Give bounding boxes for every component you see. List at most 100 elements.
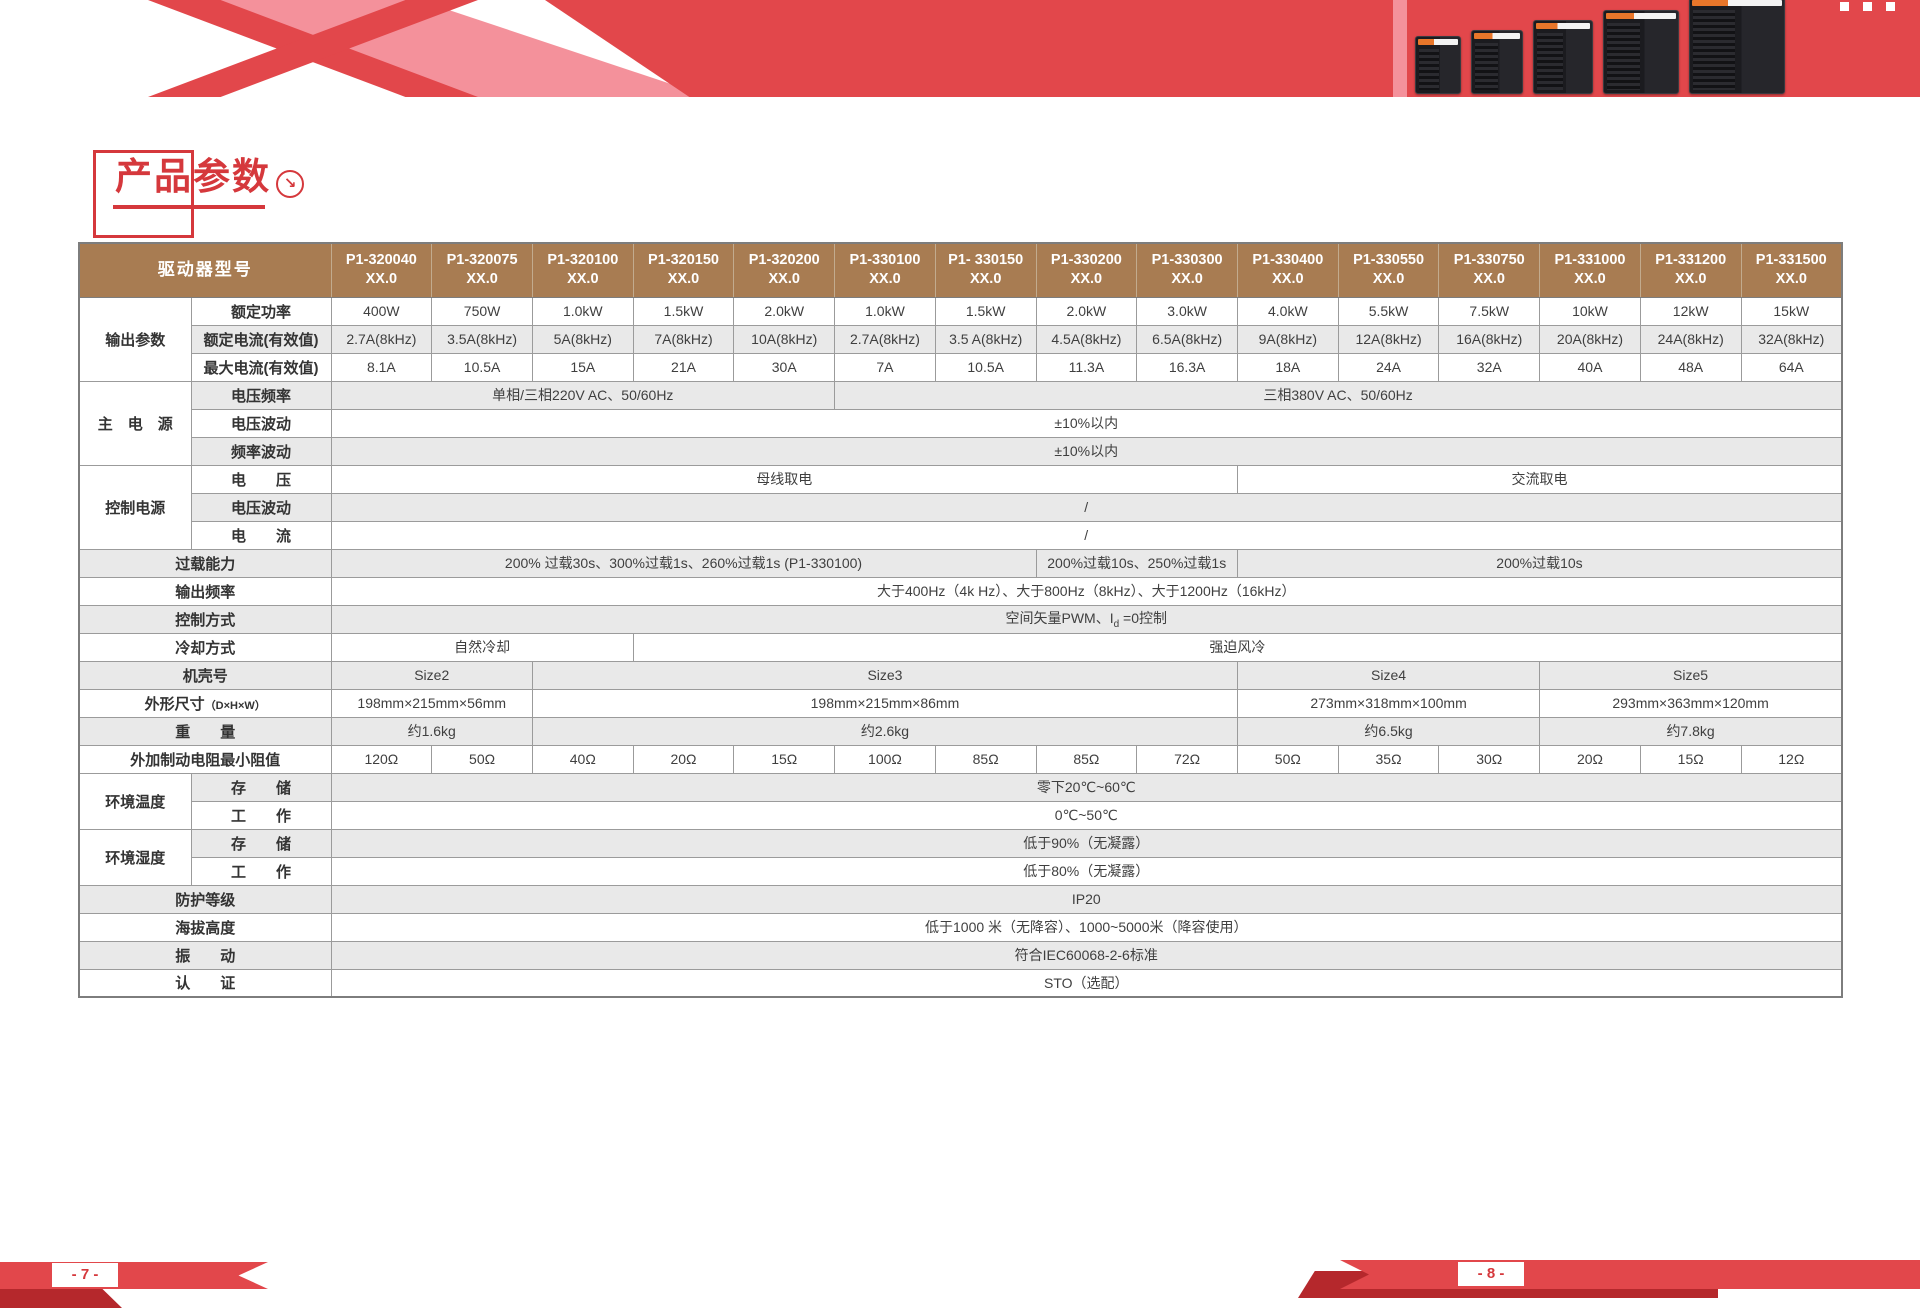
- row-label-cell: 海拔高度: [78, 912, 332, 942]
- model-name: P1-320075: [446, 251, 518, 268]
- data-cell: 2.7A(8kHz): [834, 324, 936, 354]
- data-cell: 3.5A(8kHz): [431, 324, 533, 354]
- data-cell: 4.5A(8kHz): [1035, 324, 1138, 354]
- data-cell: 母线取电: [330, 464, 1238, 494]
- data-cell: 1.0kW: [531, 296, 634, 326]
- model-header: P1-331200 XX.0: [1639, 242, 1742, 298]
- data-cell: 50Ω: [431, 744, 533, 774]
- group-label-cell: 输出参数: [78, 296, 192, 382]
- data-cell: 低于80%（无凝露）: [330, 856, 1843, 886]
- table-row: 主 电 源电压频率 单相/三相220V AC、50/60Hz 三相380V AC、5…: [78, 380, 1843, 466]
- page-title: 产品参数: [115, 156, 271, 197]
- data-cell: 30A: [733, 352, 836, 382]
- data-cell: 200%过载10s: [1236, 548, 1843, 578]
- data-cell: 自然冷却: [330, 632, 634, 662]
- table-row: 频率波动 ±10%以内: [79, 436, 1843, 466]
- model-header: P1-331000 XX.0: [1539, 242, 1641, 298]
- model-suffix: XX.0: [1674, 271, 1707, 288]
- model-header: P1-330300 XX.0: [1136, 242, 1238, 298]
- data-cell: 4.0kW: [1236, 296, 1339, 326]
- banner-pink-stripe: [1393, 0, 1407, 97]
- data-cell: 三相380V AC、50/60Hz: [834, 380, 1843, 410]
- data-cell: 16.3A: [1136, 352, 1238, 382]
- model-name: P1-330750: [1453, 251, 1525, 268]
- data-cell: 1.5kW: [632, 296, 735, 326]
- data-cell: ±10%以内: [330, 408, 1843, 438]
- data-cell: 8.1A: [330, 352, 433, 382]
- data-cell: 48A: [1639, 352, 1742, 382]
- model-suffix: XX.0: [1070, 271, 1103, 288]
- model-suffix: XX.0: [365, 271, 398, 288]
- data-cell: 198mm×215mm×86mm: [531, 688, 1238, 718]
- model-suffix: XX.0: [1473, 271, 1505, 288]
- model-header: P1-330100 XX.0: [834, 242, 936, 298]
- data-cell: 32A: [1438, 352, 1541, 382]
- footer-right-ribbon: [1340, 1260, 1920, 1289]
- data-cell: 10.5A: [934, 352, 1037, 382]
- model-header: P1-320075 XX.0: [431, 242, 533, 298]
- row-label-cell: 重 量: [78, 716, 332, 746]
- data-cell: 72Ω: [1136, 744, 1238, 774]
- data-cell: 32A(8kHz): [1740, 324, 1843, 354]
- title-frame: [93, 150, 194, 238]
- data-cell: 20Ω: [1539, 744, 1641, 774]
- model-name: P1-330400: [1252, 251, 1324, 268]
- servo-drive-photo: [1603, 10, 1679, 94]
- model-suffix: XX.0: [567, 271, 599, 288]
- data-cell: Size5: [1539, 660, 1843, 690]
- group-label-cell: 主 电 源: [78, 380, 192, 466]
- group-label-cell: 环境温度: [78, 772, 192, 830]
- product-photos: [1415, 0, 1835, 97]
- data-cell: 5A(8kHz): [531, 324, 634, 354]
- data-cell: 3.0kW: [1136, 296, 1238, 326]
- data-cell: 24A(8kHz): [1639, 324, 1742, 354]
- table-row: 冷却方式 自然冷却 强迫风冷: [78, 632, 1843, 662]
- table-row: 过载能力 200% 过载30s、300%过载1s、260%过载1s (P1-330…: [78, 548, 1843, 578]
- print-marks: [1840, 2, 1895, 11]
- data-cell: 24A: [1337, 352, 1440, 382]
- model-suffix: XX.0: [1171, 271, 1203, 288]
- data-cell: 15Ω: [733, 744, 836, 774]
- data-cell: 16A(8kHz): [1438, 324, 1541, 354]
- servo-drive-photo: [1471, 30, 1523, 94]
- servo-drive-photo: [1415, 36, 1461, 94]
- data-cell: 20Ω: [632, 744, 735, 774]
- table-row: 额定电流(有效值) 2.7A(8kHz) 3.5A(8kHz) 5A(8kHz) 7A(…: [79, 324, 1843, 354]
- row-label-cell: 工 作: [190, 856, 332, 886]
- banner-x-shape: [148, 0, 478, 97]
- row-label-cell: 防护等级: [78, 884, 332, 914]
- model-name: P1-320150: [648, 251, 719, 268]
- table-row: 电压波动 ±10%以内: [79, 408, 1843, 438]
- model-header: P1- 330150 XX.0: [934, 242, 1037, 298]
- data-cell: 20A(8kHz): [1539, 324, 1641, 354]
- data-cell: 6.5A(8kHz): [1136, 324, 1238, 354]
- row-label-cell: 外形尺寸（D×H×W）: [78, 688, 332, 718]
- row-label-cell: 电 压: [190, 464, 332, 494]
- model-name: P1-320100: [547, 251, 619, 268]
- data-cell: 约7.8kg: [1539, 716, 1843, 746]
- data-cell: 12kW: [1639, 296, 1742, 326]
- title-underline: [113, 205, 265, 209]
- arrow-circle-icon: ↘: [276, 170, 304, 198]
- data-cell: 约1.6kg: [330, 716, 533, 746]
- row-label-cell: 电 流: [190, 520, 332, 550]
- data-cell: 750W: [431, 296, 533, 326]
- row-label-cell: 输出频率: [78, 576, 332, 606]
- row-label-cell: 工 作: [190, 800, 332, 830]
- data-cell: 200%过载10s、250%过载1s: [1035, 548, 1238, 578]
- data-cell: 强迫风冷: [632, 632, 1843, 662]
- data-cell: 10A(8kHz): [733, 324, 836, 354]
- servo-drive-photo: [1689, 0, 1785, 94]
- spec-table: 驱动器型号 P1-320040 XX.0 P1-320075 XX.0 P1-320100…: [78, 242, 1843, 998]
- model-suffix: XX.0: [969, 271, 1002, 288]
- data-cell: 12A(8kHz): [1337, 324, 1440, 354]
- data-cell: 30Ω: [1438, 744, 1541, 774]
- data-cell: 15A: [531, 352, 634, 382]
- data-cell: 9A(8kHz): [1236, 324, 1339, 354]
- table-row: 重 量约1.6kg 约2.6kg 约6.5kg 约7.8kg: [78, 716, 1843, 746]
- model-name: P1-330100: [849, 251, 921, 268]
- model-header: P1-330750 XX.0: [1438, 242, 1541, 298]
- data-cell: 7A(8kHz): [632, 324, 735, 354]
- data-cell: 低于90%（无凝露）: [330, 828, 1843, 858]
- model-header: P1-330550 XX.0: [1337, 242, 1440, 298]
